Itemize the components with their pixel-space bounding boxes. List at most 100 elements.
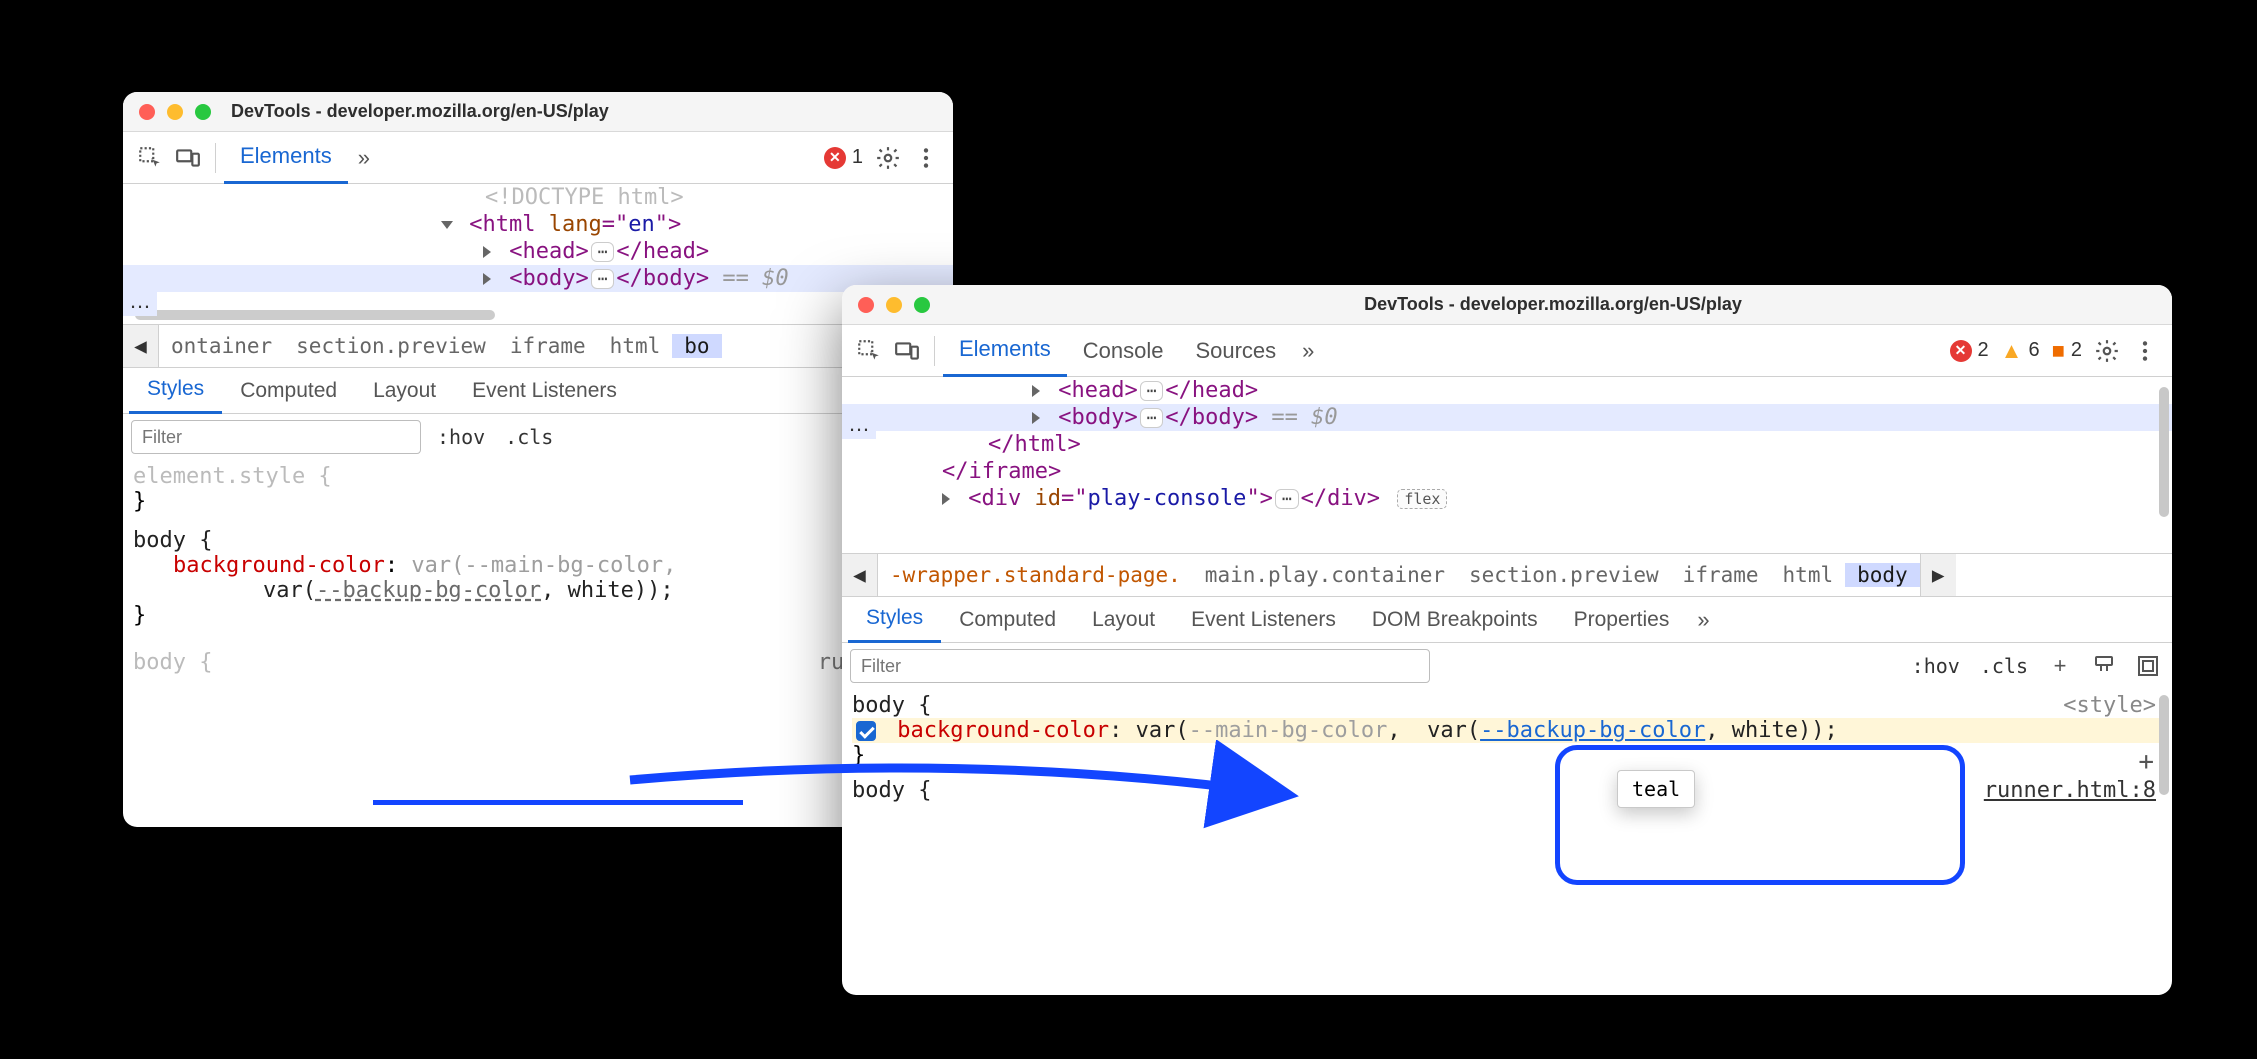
device-toggle-icon[interactable] [888, 332, 926, 370]
css-var-link[interactable]: --backup-bg-color [1480, 718, 1705, 743]
breadcrumb-prev[interactable]: ◀ [842, 554, 878, 596]
computed-pane-icon[interactable] [2132, 650, 2164, 682]
breadcrumb-prev[interactable]: ◀ [123, 325, 159, 367]
gear-icon[interactable] [869, 139, 907, 177]
brush-icon[interactable] [2088, 650, 2120, 682]
twist-icon[interactable] [483, 246, 491, 258]
breadcrumb-next[interactable]: ▶ [1920, 554, 1956, 596]
tab-console[interactable]: Console [1067, 326, 1180, 376]
twist-icon[interactable] [1032, 412, 1040, 424]
more-ptabs[interactable]: » [1687, 607, 1719, 633]
breadcrumb-item-active[interactable]: bo [672, 334, 721, 358]
css-value-l1[interactable]: var(--main-bg-color, [411, 553, 676, 578]
src-label[interactable]: <style> [2063, 693, 2156, 718]
new-rule-icon[interactable]: + [2044, 650, 2076, 682]
filter-input[interactable] [850, 649, 1430, 683]
css-var-link[interactable]: --backup-bg-color [316, 578, 541, 603]
twist-icon[interactable] [1032, 385, 1040, 397]
dom-tree[interactable]: <!DOCTYPE html> <html lang="en"> <head>⋯… [123, 184, 953, 324]
gear-icon[interactable] [2088, 332, 2126, 370]
v-scrollbar[interactable] [2159, 695, 2169, 795]
dom-line[interactable]: <head>⋯</head> [123, 238, 953, 265]
info-count[interactable]: ■2 [2046, 338, 2088, 364]
kebab-icon[interactable] [907, 139, 945, 177]
eq0-marker: == $0 [1258, 405, 1337, 430]
ptab-properties[interactable]: Properties [1556, 598, 1688, 642]
hov-toggle[interactable]: :hov [1908, 654, 1964, 678]
breadcrumb-item[interactable]: main.play.container [1193, 563, 1457, 587]
ptab-dom-breakpoints[interactable]: DOM Breakpoints [1354, 598, 1556, 642]
dom-line[interactable]: </html> [842, 431, 2172, 458]
close-dot[interactable] [858, 297, 874, 313]
v-scrollbar[interactable] [2159, 387, 2169, 517]
dom-line[interactable]: <head>⋯</head> [842, 377, 2172, 404]
collapsed-ellipsis[interactable]: ⋯ [1140, 408, 1164, 428]
dom-line[interactable]: <div id="play-console">⋯</div> flex [842, 485, 2172, 512]
styles-pane[interactable]: body { <style> background-color: var(--m… [842, 689, 2172, 995]
tab-elements[interactable]: Elements [943, 324, 1067, 377]
ptab-event-listeners[interactable]: Event Listeners [454, 369, 635, 413]
dom-tree[interactable]: <head>⋯</head> <body>⋯</body> == $0 </ht… [842, 377, 2172, 553]
dom-line-selected[interactable]: <body>⋯</body> == $0 [123, 265, 953, 292]
dom-line[interactable]: </iframe> [842, 458, 2172, 485]
breadcrumb-item[interactable]: html [598, 334, 673, 358]
max-dot[interactable] [195, 104, 211, 120]
flex-badge[interactable]: flex [1397, 489, 1447, 509]
add-decl-icon[interactable]: + [2138, 747, 2154, 777]
breadcrumb-item[interactable]: section.preview [284, 334, 498, 358]
ptab-styles[interactable]: Styles [848, 596, 941, 643]
dom-line[interactable]: <html lang="en"> [123, 211, 953, 238]
breadcrumb-item[interactable]: section.preview [1457, 563, 1671, 587]
toolbar: Elements » ✕ 1 [123, 132, 953, 184]
collapsed-ellipsis[interactable]: ⋯ [1275, 489, 1299, 509]
more-tabs[interactable]: » [1292, 338, 1324, 364]
twist-icon[interactable] [942, 493, 950, 505]
tooltip-text: teal [1632, 777, 1680, 801]
ptab-computed[interactable]: Computed [222, 369, 355, 413]
close-dot[interactable] [139, 104, 155, 120]
decl-checkbox[interactable] [856, 721, 876, 741]
info-count-value: 2 [2071, 339, 2082, 362]
dom-line-selected[interactable]: <body>⋯</body> == $0 [842, 404, 2172, 431]
css-rule-body[interactable]: body { <st background-color: var(--main-… [133, 528, 943, 628]
hov-toggle[interactable]: :hov [433, 425, 489, 449]
ptab-styles[interactable]: Styles [129, 367, 222, 414]
breadcrumb-item-active[interactable]: body [1845, 563, 1920, 587]
cls-toggle[interactable]: .cls [501, 425, 557, 449]
css-var-tooltip: teal [1617, 770, 1695, 808]
breadcrumb-item[interactable]: ontainer [159, 334, 284, 358]
window-title: DevTools - developer.mozilla.org/en-US/p… [231, 101, 937, 122]
filter-input[interactable] [131, 420, 421, 454]
h-scrollbar[interactable] [135, 310, 495, 320]
warn-count[interactable]: ▲6 [1995, 338, 2046, 364]
more-tabs[interactable]: » [348, 145, 380, 171]
device-toggle-icon[interactable] [169, 139, 207, 177]
breadcrumb-item[interactable]: html [1771, 563, 1846, 587]
ptab-layout[interactable]: Layout [1074, 598, 1173, 642]
tab-sources[interactable]: Sources [1179, 326, 1292, 376]
src-link[interactable]: runner.html:8 [1984, 778, 2156, 803]
error-count[interactable]: ✕ 1 [818, 146, 869, 169]
breadcrumb-item[interactable]: -wrapper.standard-page. [878, 563, 1193, 587]
breadcrumb-item[interactable]: iframe [498, 334, 598, 358]
twist-icon[interactable] [441, 221, 453, 229]
ptab-event-listeners[interactable]: Event Listeners [1173, 598, 1354, 642]
collapsed-ellipsis[interactable]: ⋯ [591, 242, 615, 262]
ptab-layout[interactable]: Layout [355, 369, 454, 413]
inspect-icon[interactable] [850, 332, 888, 370]
min-dot[interactable] [886, 297, 902, 313]
collapsed-ellipsis[interactable]: ⋯ [1140, 381, 1164, 401]
cls-toggle[interactable]: .cls [1976, 654, 2032, 678]
twist-icon[interactable] [483, 273, 491, 285]
divider [215, 143, 216, 173]
inspect-icon[interactable] [131, 139, 169, 177]
max-dot[interactable] [914, 297, 930, 313]
css-prop[interactable]: background-color [173, 553, 385, 578]
kebab-icon[interactable] [2126, 332, 2164, 370]
tab-elements[interactable]: Elements [224, 131, 348, 184]
collapsed-ellipsis[interactable]: ⋯ [591, 269, 615, 289]
breadcrumb-item[interactable]: iframe [1671, 563, 1771, 587]
ptab-computed[interactable]: Computed [941, 598, 1074, 642]
error-count[interactable]: ✕2 [1944, 339, 1995, 362]
min-dot[interactable] [167, 104, 183, 120]
